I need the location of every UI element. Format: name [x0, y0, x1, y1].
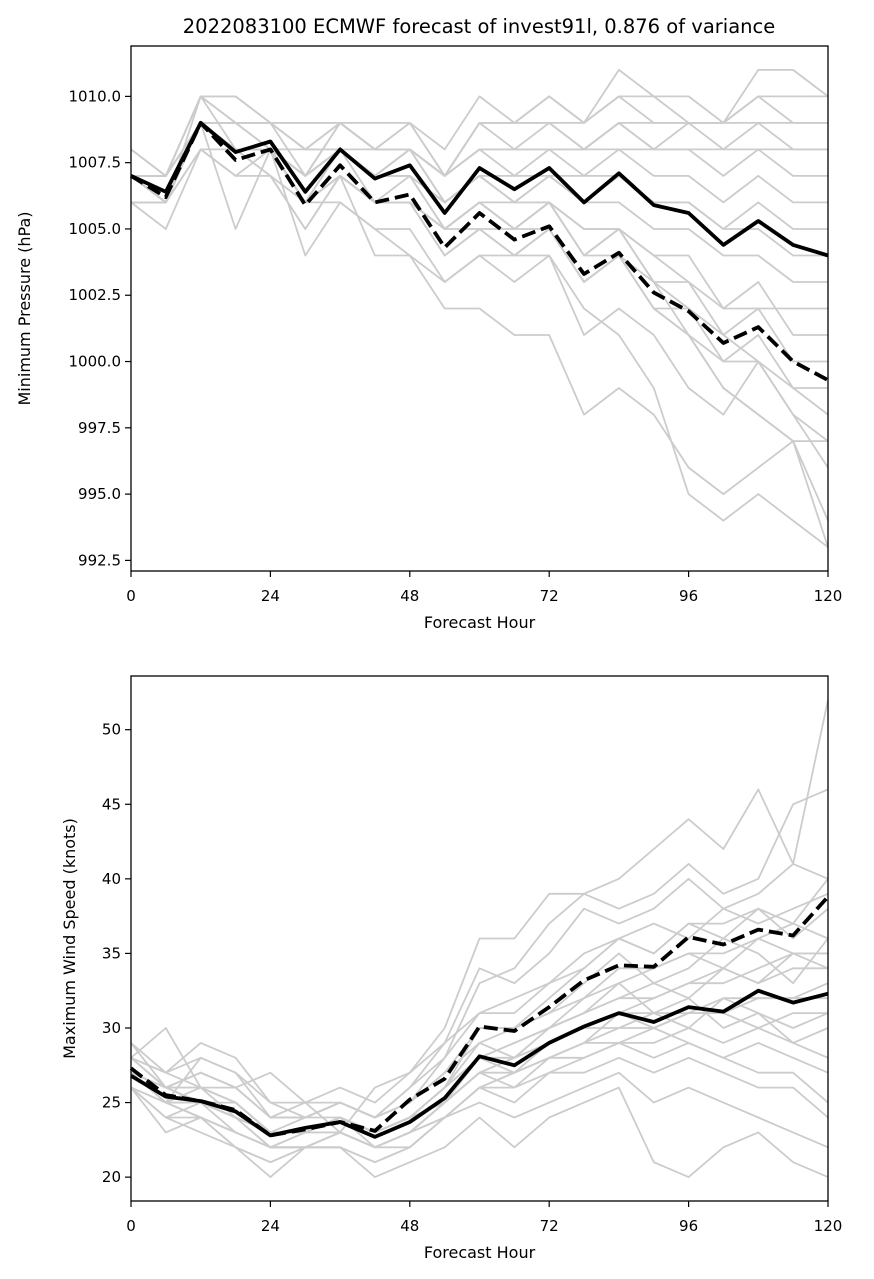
pressure-ensemble-line-12 — [131, 122, 828, 204]
pressure-dashed-line — [130, 121, 829, 382]
pressure-ensemble-line-21 — [130, 122, 829, 469]
pressure-x-tick-label: 96 — [679, 587, 698, 605]
wind-ensemble-line-0 — [130, 982, 829, 1149]
pressure-ensemble-line-10 — [131, 122, 828, 257]
pressure-y-tick-label: 1007.5 — [69, 154, 122, 172]
wind-ensemble-line-14 — [130, 967, 828, 1134]
wind-ensemble-line-2 — [130, 699, 829, 1119]
wind-ensemble-line-1 — [130, 878, 829, 1134]
pressure-highlight-series — [130, 121, 829, 382]
pressure-ensemble-line-5 — [130, 148, 828, 389]
wind-y-tick-label: 40 — [102, 870, 121, 888]
pressure-ensemble-members — [130, 69, 829, 548]
wind-highlight-series — [129, 895, 830, 1139]
pressure-ensemble-line-1 — [130, 148, 829, 548]
pressure-x-axis: 0 24 48 72 96 120 — [126, 571, 842, 605]
pressure-y-axis: 992.5 995.0 997.5 1000.0 1002.5 1005.0 1007.5 1… — [69, 87, 131, 569]
pressure-plot-frame — [130, 45, 829, 572]
wind-y-tick-label: 50 — [102, 721, 121, 739]
pressure-ensemble-line-4 — [130, 122, 829, 416]
wind-y-axis: 20 25 30 35 40 45 50 — [102, 721, 131, 1186]
wind-y-tick-label: 30 — [102, 1019, 121, 1037]
wind-ensemble-line-20 — [130, 1056, 829, 1149]
pressure-ensemble-line-18 — [131, 95, 828, 177]
pressure-x-tick-label: 72 — [540, 587, 559, 605]
pressure-y-tick-label: 1005.0 — [69, 220, 122, 238]
wind-ensemble-line-6 — [130, 863, 829, 1119]
wind-x-tick-label: 72 — [540, 1217, 559, 1235]
pressure-y-tick-label: 992.5 — [78, 551, 121, 569]
pressure-chart: 992.5 995.0 997.5 1000.0 1002.5 1005.0 1007.5 1… — [15, 45, 842, 632]
wind-y-tick-label: 20 — [102, 1168, 121, 1186]
pressure-ensemble-line-2 — [131, 122, 829, 521]
wind-x-tick-label: 0 — [126, 1217, 136, 1235]
pressure-ensemble-line-19 — [130, 69, 829, 204]
pressure-x-tick-label: 0 — [126, 587, 136, 605]
pressure-y-tick-label: 995.0 — [78, 485, 121, 503]
wind-y-tick-label: 35 — [102, 944, 121, 962]
wind-x-tick-label: 96 — [679, 1217, 698, 1235]
pressure-x-tick-label: 48 — [400, 587, 419, 605]
pressure-y-tick-label: 1002.5 — [69, 286, 122, 304]
wind-y-tick-label: 45 — [102, 795, 121, 813]
pressure-ensemble-line-14 — [131, 122, 828, 177]
pressure-x-axis-label: Forecast Hour — [424, 613, 536, 632]
wind-ensemble-line-3 — [130, 788, 829, 1134]
pressure-x-tick-label: 24 — [261, 587, 280, 605]
wind-ensemble-line-21 — [130, 907, 829, 1119]
pressure-y-axis-label: Minimum Pressure (hPa) — [15, 212, 34, 406]
wind-x-tick-label: 48 — [400, 1217, 419, 1235]
pressure-ensemble-line-17 — [131, 95, 828, 177]
wind-x-axis-label: Forecast Hour — [424, 1243, 536, 1262]
pressure-ensemble-line-15 — [130, 95, 828, 177]
pressure-solid-line — [130, 121, 829, 258]
wind-x-axis: 0 24 48 72 96 120 — [126, 1201, 842, 1235]
chart-title: 2022083100 ECMWF forecast of invest91l, … — [183, 15, 775, 38]
wind-plot-frame — [130, 675, 829, 1202]
pressure-x-tick-label: 120 — [814, 587, 843, 605]
wind-ensemble-members — [130, 699, 829, 1178]
pressure-y-tick-label: 1010.0 — [69, 87, 122, 105]
wind-ensemble-line-12 — [130, 1086, 829, 1178]
pressure-y-tick-label: 1000.0 — [69, 353, 122, 371]
wind-x-tick-label: 120 — [814, 1217, 843, 1235]
pressure-y-tick-label: 997.5 — [78, 419, 121, 437]
wind-speed-chart: 20 25 30 35 40 45 50 0 24 48 72 96 120 Forecast Hou… — [60, 675, 842, 1262]
wind-y-axis-label: Maximum Wind Speed (knots) — [60, 818, 79, 1059]
wind-y-tick-label: 25 — [102, 1094, 121, 1112]
wind-x-tick-label: 24 — [261, 1217, 280, 1235]
wind-dashed-line — [129, 895, 830, 1138]
